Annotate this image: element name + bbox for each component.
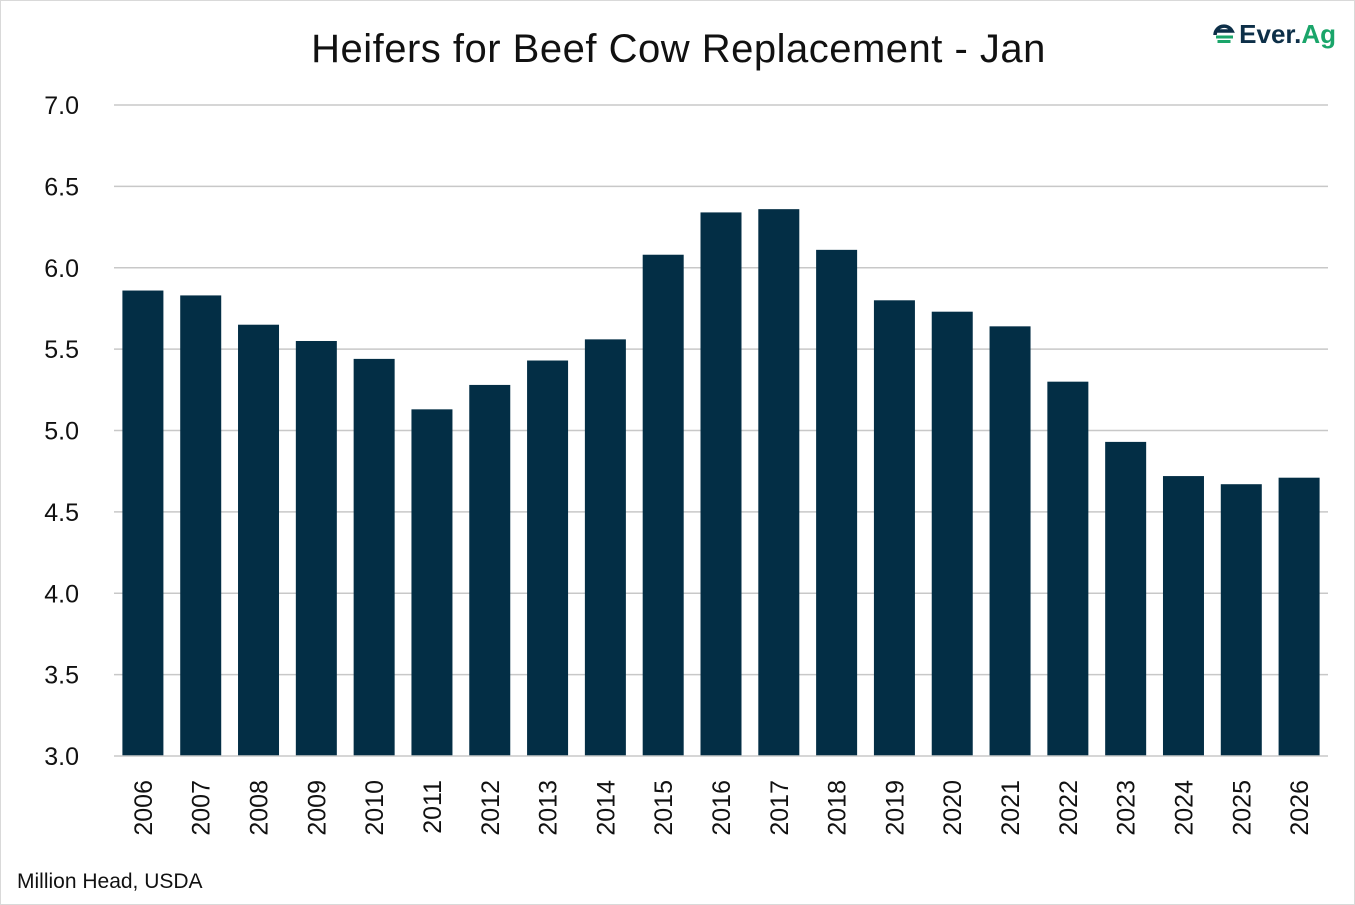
bar-2014 xyxy=(584,339,626,756)
bar-2006 xyxy=(122,290,164,756)
x-tick-label: 2021 xyxy=(997,780,1025,836)
y-tick-label: 3.5 xyxy=(44,662,79,690)
logo-text-main: Ever. xyxy=(1239,19,1302,49)
x-tick-label: 2019 xyxy=(881,780,909,836)
x-tick-label: 2020 xyxy=(939,780,967,836)
source-note: Million Head, USDA xyxy=(17,870,203,893)
bar-2010 xyxy=(353,358,395,756)
x-tick-label: 2015 xyxy=(650,780,678,836)
x-tick-label: 2014 xyxy=(592,780,620,836)
bar-2013 xyxy=(527,360,569,756)
x-tick-label: 2016 xyxy=(708,780,736,836)
bar-2017 xyxy=(758,209,800,756)
bar-2019 xyxy=(873,300,915,756)
bar-2008 xyxy=(238,324,280,756)
x-tick-label: 2017 xyxy=(766,780,794,836)
bar-2009 xyxy=(295,340,337,756)
bar-2007 xyxy=(180,295,222,756)
bar-2025 xyxy=(1220,484,1262,756)
y-tick-label: 6.5 xyxy=(44,173,79,201)
x-tick-label: 2024 xyxy=(1170,780,1198,836)
bar-2024 xyxy=(1162,476,1204,756)
bar-2018 xyxy=(816,249,858,756)
bar-2016 xyxy=(700,212,742,757)
x-tick-label: 2010 xyxy=(361,780,389,836)
x-tick-label: 2013 xyxy=(535,780,563,836)
bar-2021 xyxy=(989,326,1031,756)
x-tick-label: 2026 xyxy=(1286,780,1314,836)
x-tick-label: 2025 xyxy=(1228,780,1256,836)
x-tick-label: 2023 xyxy=(1113,780,1141,836)
y-tick-label: 7.0 xyxy=(44,92,79,120)
logo-icon xyxy=(1213,23,1236,43)
y-tick-label: 4.5 xyxy=(44,499,79,527)
y-tick-label: 5.0 xyxy=(44,418,79,446)
x-tick-label: 2006 xyxy=(130,780,158,836)
bar-2026 xyxy=(1278,477,1320,756)
x-tick-label: 2012 xyxy=(477,780,505,836)
logo-text-accent: Ag xyxy=(1301,19,1336,49)
x-tick-label: 2009 xyxy=(303,780,331,836)
y-tick-label: 5.5 xyxy=(44,336,79,364)
bar-2015 xyxy=(642,254,684,757)
bar-2022 xyxy=(1047,381,1089,756)
y-tick-label: 4.0 xyxy=(44,580,79,608)
x-tick-label: 2011 xyxy=(419,780,447,834)
y-tick-label: 6.0 xyxy=(44,255,79,283)
y-tick-label: 3.0 xyxy=(44,743,79,771)
everag-logo: Ever. Ag xyxy=(1212,19,1336,50)
x-tick-label: 2022 xyxy=(1055,780,1083,836)
bar-2011 xyxy=(411,409,453,756)
bar-2020 xyxy=(931,311,973,756)
x-tick-label: 2008 xyxy=(246,780,274,836)
x-tick-label: 2018 xyxy=(824,780,852,836)
bar-2023 xyxy=(1105,441,1147,756)
x-tick-label: 2007 xyxy=(188,780,216,836)
bar-2012 xyxy=(469,384,511,756)
chart-title: Heifers for Beef Cow Replacement - Jan xyxy=(311,27,1046,71)
